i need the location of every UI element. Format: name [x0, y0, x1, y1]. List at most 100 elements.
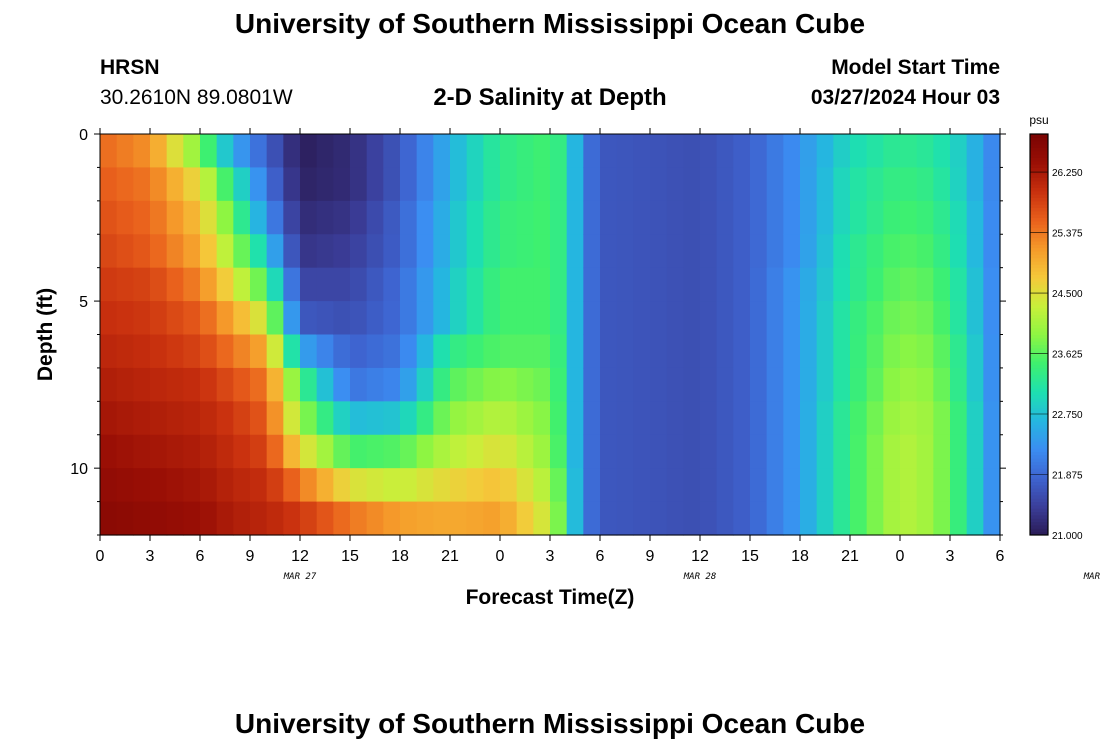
- heatmap-cell: [250, 200, 268, 235]
- colorbar-segment: [1030, 377, 1048, 382]
- heatmap-cell: [983, 468, 1001, 503]
- heatmap-cell: [866, 301, 884, 336]
- heatmap-cell: [433, 167, 451, 202]
- heatmap-cell: [783, 334, 801, 369]
- heatmap-cell: [400, 468, 418, 503]
- heatmap-cell: [300, 501, 318, 536]
- heatmap-cell: [266, 468, 284, 503]
- heatmap-cell: [650, 367, 668, 402]
- chart-title: 2-D Salinity at Depth: [433, 84, 667, 111]
- heatmap-cell: [616, 367, 634, 402]
- heatmap-cell: [666, 200, 684, 235]
- heatmap-cell: [733, 267, 751, 302]
- heatmap-cell: [116, 167, 134, 202]
- heatmap-cell: [883, 200, 901, 235]
- heatmap-cell: [583, 367, 601, 402]
- colorbar-segment: [1030, 454, 1048, 459]
- heatmap-cell: [850, 301, 868, 336]
- heatmap-cell: [600, 334, 618, 369]
- x-tick-label: 12: [291, 548, 309, 565]
- heatmap-cell: [533, 401, 551, 436]
- heatmap-cell: [233, 267, 251, 302]
- heatmap-cell: [133, 434, 151, 469]
- colorbar-segment: [1030, 481, 1048, 486]
- heatmap-cell: [533, 301, 551, 336]
- heatmap-cell: [216, 200, 234, 235]
- heatmap-cell: [233, 401, 251, 436]
- heatmap-cell: [516, 267, 534, 302]
- heatmap-cell: [750, 501, 768, 536]
- heatmap-cell: [750, 167, 768, 202]
- heatmap-cell: [533, 468, 551, 503]
- heatmap-cell: [516, 501, 534, 536]
- heatmap-cell: [366, 501, 384, 536]
- heatmap-cell: [183, 301, 201, 336]
- heatmap-cell: [350, 267, 368, 302]
- heatmap-cell: [500, 234, 518, 269]
- colorbar: 21.000 21.875 22.750 23.625 24.500 25.375 26.2…: [1029, 133, 1083, 542]
- heatmap-cell: [583, 501, 601, 536]
- heatmap-cell: [933, 434, 951, 469]
- heatmap-cell: [416, 401, 434, 436]
- heatmap-cell: [783, 401, 801, 436]
- heatmap-cell: [366, 367, 384, 402]
- heatmap-cell: [416, 234, 434, 269]
- heatmap-cell: [416, 134, 434, 169]
- heatmap-cell: [216, 334, 234, 369]
- heatmap-cell: [750, 401, 768, 436]
- heatmap-cell: [616, 434, 634, 469]
- heatmap-cell: [583, 301, 601, 336]
- x-tick-label: 3: [946, 548, 955, 565]
- heatmap-cell: [550, 434, 568, 469]
- heatmap-cell: [216, 434, 234, 469]
- heatmap-cell: [150, 234, 168, 269]
- heatmap-cell: [883, 468, 901, 503]
- heatmap-cell: [283, 267, 301, 302]
- heatmap-cell: [783, 434, 801, 469]
- heatmap-cell: [866, 501, 884, 536]
- heatmap-cell: [233, 367, 251, 402]
- heatmap-cell: [716, 401, 734, 436]
- heatmap-cell: [633, 401, 651, 436]
- heatmap-cell: [700, 367, 718, 402]
- heatmap-cell: [733, 301, 751, 336]
- heatmap-cell: [333, 167, 351, 202]
- colorbar-segment: [1030, 214, 1048, 219]
- colorbar-segment: [1030, 414, 1048, 419]
- heatmap-cell: [116, 134, 134, 169]
- colorbar-segment: [1030, 224, 1048, 229]
- colorbar-segment: [1030, 254, 1048, 259]
- heatmap-cell: [916, 234, 934, 269]
- heatmap-cell: [583, 200, 601, 235]
- x-tick-label: 18: [791, 548, 809, 565]
- heatmap-cell: [883, 134, 901, 169]
- colorbar-tick-label: 23.625: [1052, 350, 1083, 361]
- heatmap-cell: [866, 267, 884, 302]
- heatmap-cell: [916, 267, 934, 302]
- heatmap-cell: [966, 401, 984, 436]
- heatmap-cell: [933, 367, 951, 402]
- heatmap-cell: [816, 468, 834, 503]
- heatmap-cell: [350, 301, 368, 336]
- heatmap-cell: [966, 367, 984, 402]
- axes: 0 3 6 9 12 15 18 21 0 3 6 9 12 15 18 21 0 3 6 MAR 27 MAR 28 M…: [70, 127, 1100, 582]
- heatmap-cell: [483, 167, 501, 202]
- heatmap-cell: [566, 401, 584, 436]
- heatmap-cell: [650, 434, 668, 469]
- heatmap-cell: [416, 468, 434, 503]
- heatmap-cell: [650, 501, 668, 536]
- colorbar-segment: [1030, 444, 1048, 449]
- heatmap-cell: [350, 167, 368, 202]
- heatmap-cell: [483, 501, 501, 536]
- colorbar-segment: [1030, 294, 1048, 299]
- heatmap-cell: [850, 434, 868, 469]
- heatmap-cell: [766, 501, 784, 536]
- colorbar-segment: [1030, 334, 1048, 339]
- heatmap-cell: [666, 334, 684, 369]
- heatmap-cell: [583, 334, 601, 369]
- heatmap-cell: [950, 234, 968, 269]
- heatmap-cell: [100, 234, 118, 269]
- colorbar-segment: [1030, 150, 1048, 155]
- heatmap-cell: [666, 267, 684, 302]
- heatmap-cell: [266, 401, 284, 436]
